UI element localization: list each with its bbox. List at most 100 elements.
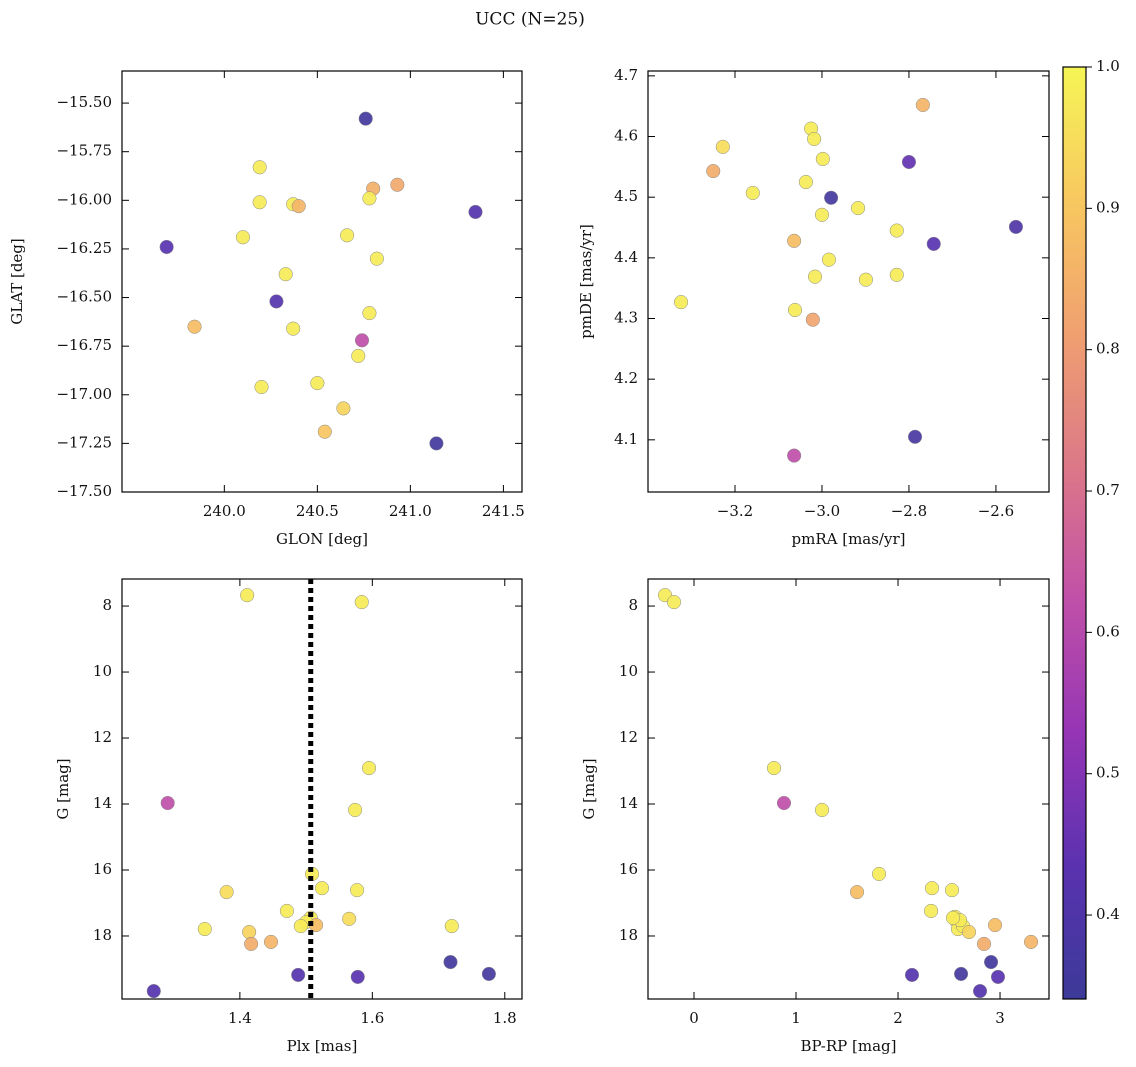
data-point	[824, 190, 839, 205]
data-point	[972, 984, 988, 999]
data-point	[872, 866, 887, 882]
data-point	[915, 97, 930, 113]
data-point	[160, 795, 175, 811]
x-axis-label: pmRA [mas/yr]	[792, 530, 906, 548]
plot-frame	[647, 70, 1050, 493]
y-tick-label: 10	[619, 662, 638, 680]
data-point	[976, 936, 992, 951]
colorbar-tick-label: 0.6	[1096, 622, 1120, 640]
data-point	[851, 201, 866, 216]
x-tick-label: −2.6	[978, 502, 1014, 520]
data-point	[390, 177, 405, 192]
y-tick-label: −16.00	[56, 190, 112, 208]
data-point	[252, 195, 267, 210]
data-point	[351, 348, 366, 363]
data-point	[310, 376, 325, 391]
data-point	[787, 233, 802, 248]
y-tick-label: 4.2	[614, 369, 638, 387]
data-point	[954, 966, 969, 981]
data-point	[219, 885, 234, 900]
data-point	[350, 969, 365, 984]
data-point	[443, 954, 458, 970]
colorbar-tick-label: 0.9	[1096, 198, 1120, 216]
x-tick-label: −3.2	[717, 502, 753, 520]
data-point	[924, 903, 939, 918]
x-tick-label: 1.4	[228, 1009, 252, 1027]
data-point	[776, 795, 792, 811]
colorbar	[1062, 66, 1087, 1000]
data-point	[924, 881, 940, 896]
data-point	[666, 595, 682, 610]
y-tick-label: 10	[93, 662, 112, 680]
plot-frame	[121, 578, 523, 1000]
y-tick-label: 16	[619, 860, 638, 878]
y-tick-label: −17.00	[56, 385, 112, 403]
data-point	[944, 883, 960, 898]
data-point	[807, 131, 822, 146]
colorbar-tick-label: 0.5	[1096, 764, 1120, 782]
data-point	[336, 401, 351, 416]
data-point	[904, 967, 920, 982]
data-point	[674, 295, 689, 310]
y-tick-label: −16.75	[56, 336, 112, 354]
plot-frame	[647, 578, 1050, 1000]
y-axis-label: GLAT [deg]	[8, 238, 26, 325]
data-point	[350, 883, 365, 898]
x-axis-label: Plx [mas]	[287, 1037, 358, 1055]
data-point	[293, 919, 308, 934]
y-tick-label: −17.25	[56, 433, 112, 451]
data-point	[889, 223, 904, 238]
data-point	[342, 911, 357, 926]
data-point	[340, 228, 355, 243]
x-tick-label: −3.0	[804, 502, 840, 520]
data-point	[984, 954, 999, 970]
data-point	[279, 903, 294, 918]
data-point	[263, 934, 279, 949]
y-tick-label: 14	[93, 794, 112, 812]
y-tick-label: 12	[93, 728, 112, 746]
data-point	[187, 319, 202, 334]
data-point	[807, 269, 823, 284]
data-point	[814, 802, 830, 818]
data-point	[945, 910, 961, 925]
y-axis-label: pmDE [mas/yr]	[577, 224, 595, 339]
y-tick-label: −15.50	[56, 93, 112, 111]
colorbar-tick-label: 0.8	[1096, 340, 1120, 358]
data-point	[314, 881, 330, 896]
figure-title: UCC (N=25)	[475, 10, 585, 30]
data-point	[269, 294, 284, 309]
x-tick-label: 241.0	[389, 502, 432, 520]
y-tick-label: 4.5	[614, 187, 638, 205]
y-tick-label: −16.25	[56, 239, 112, 257]
data-point	[369, 251, 384, 266]
data-point	[787, 448, 802, 463]
data-point	[362, 191, 377, 206]
data-point	[1008, 219, 1023, 234]
x-tick-label: 3	[995, 1009, 1005, 1027]
data-point	[291, 967, 306, 982]
data-point	[901, 154, 917, 170]
data-point	[907, 429, 923, 444]
data-point	[240, 588, 255, 603]
x-tick-label: 2	[893, 1009, 903, 1027]
data-point	[159, 239, 174, 255]
data-point	[254, 379, 269, 395]
y-tick-label: 8	[628, 596, 638, 614]
data-point	[429, 436, 444, 451]
y-axis-label: G [mag]	[580, 758, 598, 819]
x-tick-label: 240.5	[296, 502, 339, 520]
colorbar-tick-label: 0.7	[1096, 481, 1120, 499]
data-point	[821, 252, 836, 267]
data-point	[286, 321, 301, 336]
data-point	[242, 924, 257, 940]
data-point	[362, 306, 377, 321]
data-point	[766, 760, 782, 776]
colorbar-tick-label: 0.4	[1096, 905, 1120, 923]
y-tick-label: 8	[102, 596, 112, 614]
x-tick-label: 1.6	[360, 1009, 384, 1027]
x-tick-label: 1.8	[493, 1009, 517, 1027]
y-tick-label: −15.75	[56, 142, 112, 160]
y-tick-label: 4.6	[614, 127, 638, 145]
data-point	[291, 199, 306, 214]
y-tick-label: 14	[619, 794, 638, 812]
